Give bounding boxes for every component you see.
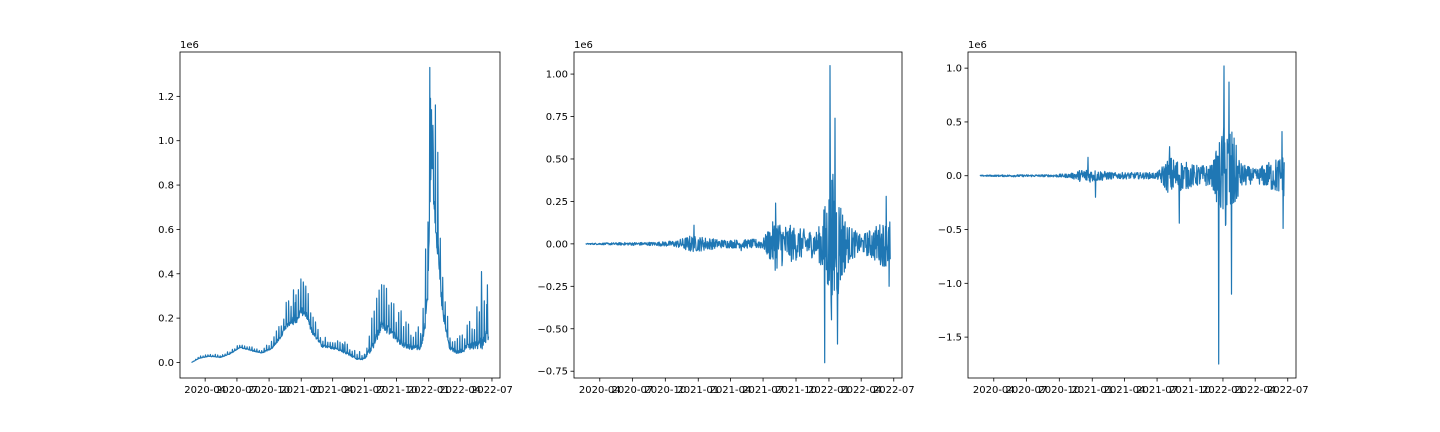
y-tick-label: −0.25 xyxy=(537,282,568,293)
y-tick-label: −0.5 xyxy=(938,225,962,236)
y-tick-label: 0.8 xyxy=(158,181,174,192)
x-tick-label: 2021-07 xyxy=(1136,385,1178,396)
x-tick-label: 2020-10 xyxy=(248,385,290,396)
y-tick-label: 0.6 xyxy=(158,225,174,236)
chart-panel-1: 2020-042020-072020-102021-012021-042021-… xyxy=(158,40,513,396)
y-tick-label: 0.5 xyxy=(946,117,962,128)
x-tick-label: 2022-04 xyxy=(439,385,481,396)
x-tick-label: 2021-01 xyxy=(280,385,322,396)
series-line xyxy=(191,66,490,364)
x-tick-label: 2020-07 xyxy=(611,385,653,396)
y-offset-label: 1e6 xyxy=(968,40,987,51)
y-tick-label: −1.0 xyxy=(938,279,962,290)
y-tick-label: −1.5 xyxy=(938,333,962,344)
y-tick-label: 1.00 xyxy=(546,70,568,81)
y-tick-label: 1.2 xyxy=(158,92,174,103)
series-line xyxy=(979,65,1285,365)
axes-frame xyxy=(967,51,1297,379)
x-tick-label: 2022-07 xyxy=(471,385,513,396)
x-tick-label: 2021-07 xyxy=(344,385,386,396)
y-tick-label: 0.2 xyxy=(158,314,174,325)
x-tick-label: 2022-04 xyxy=(840,385,882,396)
y-tick-label: 0.0 xyxy=(946,171,962,182)
x-tick-label: 2020-07 xyxy=(1005,385,1047,396)
y-tick-label: 1.0 xyxy=(946,64,962,75)
x-tick-label: 2021-10 xyxy=(376,385,418,396)
y-tick-label: 0.0 xyxy=(158,358,174,369)
y-offset-label: 1e6 xyxy=(180,40,199,51)
x-tick-label: 2021-10 xyxy=(1169,385,1211,396)
x-tick-label: 2020-04 xyxy=(579,385,621,396)
x-tick-label: 2020-07 xyxy=(216,385,258,396)
x-tick-label: 2020-10 xyxy=(644,385,686,396)
x-tick-label: 2021-04 xyxy=(312,385,354,396)
x-tick-label: 2022-01 xyxy=(808,385,850,396)
x-tick-label: 2022-07 xyxy=(1267,385,1309,396)
y-tick-label: 1.0 xyxy=(158,136,174,147)
axes-frame xyxy=(179,51,501,379)
axes-frame xyxy=(573,51,903,379)
y-tick-label: −0.75 xyxy=(537,367,568,378)
y-tick-label: 0.00 xyxy=(546,239,568,250)
x-tick-label: 2021-01 xyxy=(1071,385,1113,396)
x-tick-label: 2021-10 xyxy=(775,385,817,396)
x-tick-label: 2022-01 xyxy=(408,385,450,396)
x-tick-label: 2022-01 xyxy=(1202,385,1244,396)
x-tick-label: 2020-04 xyxy=(973,385,1015,396)
chart-panel-3: 2020-042020-072020-102021-012021-042021-… xyxy=(938,40,1309,396)
x-tick-label: 2020-04 xyxy=(184,385,226,396)
series-line xyxy=(585,64,891,364)
y-tick-label: 0.75 xyxy=(546,112,568,123)
y-offset-label: 1e6 xyxy=(574,40,593,51)
x-tick-label: 2020-10 xyxy=(1038,385,1080,396)
chart-panel-2: 2020-042020-072020-102021-012021-042021-… xyxy=(537,40,914,396)
x-tick-label: 2021-07 xyxy=(742,385,784,396)
x-tick-label: 2021-01 xyxy=(677,385,719,396)
y-tick-label: 0.4 xyxy=(158,269,174,280)
x-tick-label: 2021-04 xyxy=(1104,385,1146,396)
x-tick-label: 2021-04 xyxy=(710,385,752,396)
x-tick-label: 2022-04 xyxy=(1234,385,1276,396)
y-tick-label: 0.50 xyxy=(546,154,568,165)
y-tick-label: −0.50 xyxy=(537,324,568,335)
y-tick-label: 0.25 xyxy=(546,197,568,208)
x-tick-label: 2022-07 xyxy=(873,385,915,396)
